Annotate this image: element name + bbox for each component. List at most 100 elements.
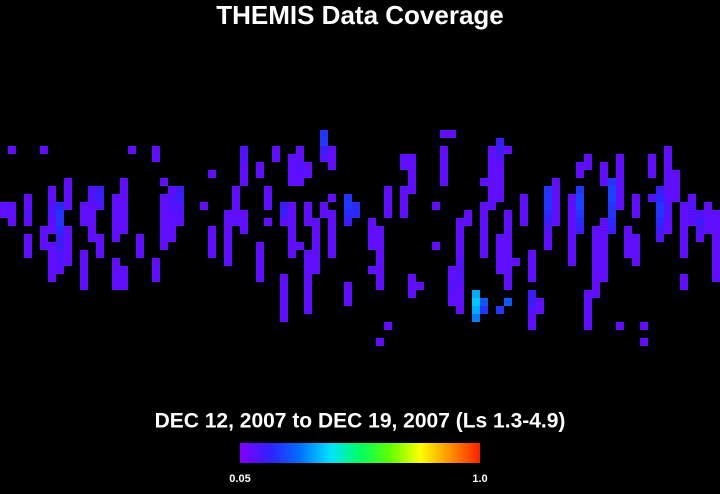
heatmap-cell	[240, 178, 248, 186]
colorbar-tick-label: 0.05	[229, 473, 250, 485]
heatmap-cell	[680, 202, 688, 210]
heatmap-cell	[704, 210, 712, 218]
heatmap-cell	[64, 250, 72, 258]
heatmap-cell	[296, 146, 304, 154]
heatmap-cell	[256, 274, 264, 282]
heatmap-cell	[632, 234, 640, 242]
heatmap-cell	[584, 322, 592, 330]
heatmap-cell	[344, 194, 352, 202]
heatmap-cell	[504, 234, 512, 242]
heatmap-cell	[8, 210, 16, 218]
heatmap-cell	[472, 290, 480, 298]
heatmap-cell	[344, 290, 352, 298]
heatmap-cell	[400, 162, 408, 170]
heatmap-cell	[48, 266, 56, 274]
heatmap-cell	[656, 186, 664, 194]
heatmap-cell	[256, 266, 264, 274]
heatmap-cell	[304, 290, 312, 298]
heatmap-cell	[320, 202, 328, 210]
heatmap-cell	[48, 242, 56, 250]
heatmap-cell	[504, 274, 512, 282]
heatmap-cell	[664, 218, 672, 226]
heatmap-cell	[384, 322, 392, 330]
heatmap-cell	[584, 154, 592, 162]
heatmap-cell	[616, 162, 624, 170]
heatmap-cell	[56, 242, 64, 250]
heatmap-cell	[680, 218, 688, 226]
heatmap-cell	[616, 178, 624, 186]
heatmap-cell	[56, 250, 64, 258]
heatmap-cell	[496, 306, 504, 314]
heatmap-cell	[496, 186, 504, 194]
heatmap-cell	[296, 154, 304, 162]
heatmap-cell	[656, 218, 664, 226]
heatmap-cell	[304, 266, 312, 274]
heatmap-cell	[288, 210, 296, 218]
heatmap-cell	[240, 162, 248, 170]
heatmap-cell	[56, 234, 64, 242]
heatmap-cell	[112, 234, 120, 242]
heatmap-cell	[464, 210, 472, 218]
heatmap-cell	[488, 178, 496, 186]
heatmap-cell	[296, 162, 304, 170]
heatmap-cell	[504, 282, 512, 290]
heatmap-cell	[608, 194, 616, 202]
heatmap-cell	[496, 154, 504, 162]
heatmap-cell	[296, 178, 304, 186]
chart-title: THEMIS Data Coverage	[216, 0, 504, 30]
heatmap-cell	[504, 298, 512, 306]
heatmap-cell	[352, 202, 360, 210]
heatmap-cell	[112, 226, 120, 234]
heatmap-cell	[440, 170, 448, 178]
heatmap-cell	[480, 250, 488, 258]
heatmap-cell	[224, 218, 232, 226]
heatmap-cell	[672, 178, 680, 186]
heatmap-cell	[488, 154, 496, 162]
heatmap-cell	[440, 154, 448, 162]
heatmap-cell	[80, 250, 88, 258]
heatmap-cell	[112, 194, 120, 202]
heatmap-cell	[600, 274, 608, 282]
heatmap-cell	[48, 194, 56, 202]
heatmap-cell	[608, 210, 616, 218]
heatmap-cell	[280, 298, 288, 306]
heatmap-cell	[568, 218, 576, 226]
heatmap-cell	[384, 210, 392, 218]
heatmap-cell	[536, 298, 544, 306]
heatmap-cell	[544, 186, 552, 194]
heatmap-cell	[176, 202, 184, 210]
heatmap-cell	[680, 242, 688, 250]
heatmap-cell	[544, 234, 552, 242]
heatmap-cell	[64, 186, 72, 194]
heatmap-cell	[256, 258, 264, 266]
heatmap-cell	[440, 178, 448, 186]
heatmap-cell	[576, 218, 584, 226]
heatmap-cell	[480, 226, 488, 234]
heatmap-cell	[288, 242, 296, 250]
heatmap-cell	[432, 242, 440, 250]
heatmap-cell	[408, 170, 416, 178]
heatmap-cell	[632, 210, 640, 218]
heatmap-cell	[448, 282, 456, 290]
heatmap-cell	[504, 250, 512, 258]
heatmap-cell	[40, 226, 48, 234]
heatmap-cell	[592, 282, 600, 290]
heatmap-cell	[408, 162, 416, 170]
heatmap-cell	[168, 218, 176, 226]
heatmap-cell	[160, 218, 168, 226]
heatmap-cell	[376, 338, 384, 346]
heatmap-cell	[344, 210, 352, 218]
heatmap-cell	[608, 178, 616, 186]
heatmap-cell	[120, 266, 128, 274]
heatmap-cell	[328, 226, 336, 234]
heatmap-cell	[224, 250, 232, 258]
heatmap-cell	[640, 322, 648, 330]
heatmap-cell	[120, 218, 128, 226]
heatmap-cell	[712, 218, 720, 226]
heatmap-cell	[632, 202, 640, 210]
heatmap-cell	[400, 202, 408, 210]
heatmap-cell	[64, 226, 72, 234]
heatmap-cell	[456, 218, 464, 226]
heatmap-cell	[488, 170, 496, 178]
heatmap-cell	[400, 186, 408, 194]
